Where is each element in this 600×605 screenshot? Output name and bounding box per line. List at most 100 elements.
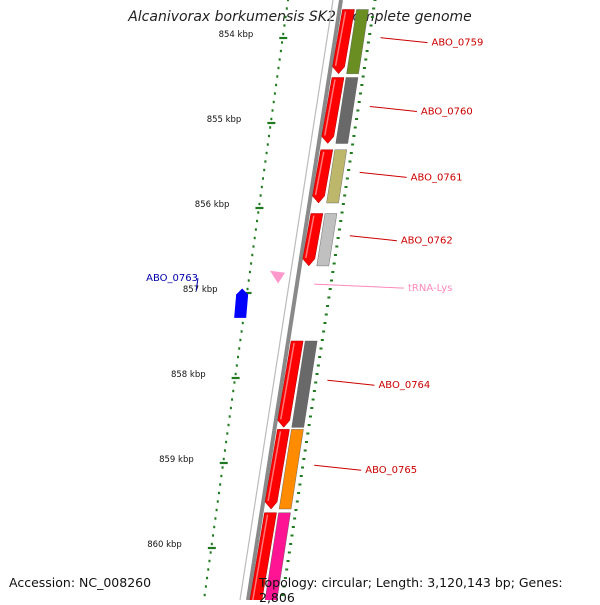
minor-tick <box>223 449 226 452</box>
minor-tick <box>229 406 232 410</box>
minor-tick <box>221 466 224 469</box>
gene-label[interactable]: ABO_0765 <box>365 465 417 476</box>
minor-tick <box>267 134 270 138</box>
right-minor-tick <box>326 305 330 307</box>
right-minor-tick <box>319 347 323 350</box>
right-minor-tick <box>303 449 307 452</box>
gene-arrow-forward[interactable] <box>321 77 345 144</box>
right-minor-tick <box>286 560 290 562</box>
gene-arrow-forward[interactable] <box>312 149 334 204</box>
minor-tick <box>219 483 222 486</box>
backbone-layer <box>239 0 343 600</box>
right-minor-tick <box>301 466 305 469</box>
minor-tick <box>257 211 260 214</box>
minor-tick <box>259 194 262 197</box>
minor-tick <box>254 228 257 231</box>
minor-tick <box>238 347 241 350</box>
gene-arrow-forward[interactable] <box>264 429 290 510</box>
right-minor-tick <box>336 237 340 239</box>
minor-tick <box>278 58 281 61</box>
gene-arrow-forward[interactable] <box>332 9 355 75</box>
minor-tick <box>235 364 238 367</box>
right-minor-tick <box>324 313 328 316</box>
minor-tick <box>277 66 280 70</box>
minor-tick <box>246 287 249 291</box>
right-minor-tick <box>360 84 364 86</box>
gene-label[interactable]: ABO_0760 <box>421 107 473 118</box>
right-minor-tick <box>331 271 335 273</box>
gene-label[interactable]: ABO_0764 <box>378 380 430 391</box>
minor-tick <box>248 270 251 274</box>
minor-tick <box>231 398 234 401</box>
right-minor-tick <box>318 356 322 358</box>
minor-tick <box>240 330 243 333</box>
right-minor-tick <box>304 441 308 443</box>
right-minor-tick <box>308 415 312 418</box>
minor-tick <box>253 236 256 240</box>
right-minor-tick <box>316 364 320 367</box>
minor-tick <box>282 32 285 36</box>
right-minor-tick <box>357 101 361 103</box>
cog-color-box <box>346 9 369 75</box>
topology-summary: Topology: circular; Length: 3,120,143 bp… <box>259 575 563 605</box>
cog-color-box <box>264 512 291 600</box>
gene-highlight <box>267 431 282 502</box>
right-minor-tick <box>337 228 341 231</box>
gene-highlight <box>280 342 295 420</box>
right-minor-tick <box>351 143 355 146</box>
right-minor-tick <box>362 67 366 69</box>
right-minor-tick <box>299 475 303 477</box>
right-minor-tick <box>333 254 337 256</box>
right-minor-tick <box>361 75 365 78</box>
label-leader-line <box>195 278 199 291</box>
gene-label[interactable]: ABO_0761 <box>411 172 463 183</box>
minor-tick <box>203 593 206 597</box>
cog-color-box <box>291 340 318 428</box>
gene-highlight <box>324 79 336 136</box>
right-minor-tick <box>323 322 327 324</box>
right-minor-tick <box>348 160 352 163</box>
gene-arrow-forward[interactable] <box>302 213 324 267</box>
gene-arrow-reverse[interactable] <box>234 288 249 318</box>
minor-tick <box>251 253 254 257</box>
right-minor-tick <box>290 534 294 537</box>
minor-tick <box>269 126 272 129</box>
right-minor-tick <box>349 152 353 154</box>
minor-tick <box>262 177 265 180</box>
minor-tick <box>283 24 286 27</box>
gene-label[interactable]: ABO_0762 <box>401 236 453 247</box>
right-minor-tick <box>352 135 356 137</box>
right-minor-tick <box>328 288 332 290</box>
gene-label[interactable]: ABO_0763 <box>146 273 198 284</box>
scale-tick-label: 858 kbp <box>171 370 206 380</box>
minor-tick <box>225 440 228 444</box>
gene-arrow-forward[interactable] <box>277 340 304 428</box>
backbone-inner-line <box>239 0 334 600</box>
right-minor-tick <box>320 339 324 341</box>
right-minor-tick <box>307 424 311 426</box>
label-leader-line <box>314 464 362 471</box>
trna-feature[interactable] <box>270 270 286 284</box>
minor-tick <box>226 432 229 435</box>
minor-tick <box>256 219 259 223</box>
minor-tick <box>287 0 289 2</box>
gene-track <box>234 9 355 600</box>
minor-tick <box>265 151 268 155</box>
minor-tick <box>271 109 274 112</box>
right-minor-tick <box>366 41 370 44</box>
gene-label[interactable]: ABO_0759 <box>432 38 484 49</box>
minor-tick <box>216 500 219 503</box>
right-minor-tick <box>370 16 374 18</box>
right-minor-tick <box>359 92 363 95</box>
minor-tick <box>206 576 209 580</box>
minor-tick <box>279 49 282 53</box>
minor-tick <box>217 491 220 495</box>
gene-label[interactable]: tRNA-Lys <box>408 283 452 294</box>
right-minor-tick <box>327 296 331 299</box>
right-minor-tick <box>341 203 345 205</box>
minor-tick <box>237 355 240 359</box>
right-minor-tick <box>312 390 316 392</box>
label-leader-line <box>369 106 417 112</box>
minor-tick <box>222 457 225 461</box>
